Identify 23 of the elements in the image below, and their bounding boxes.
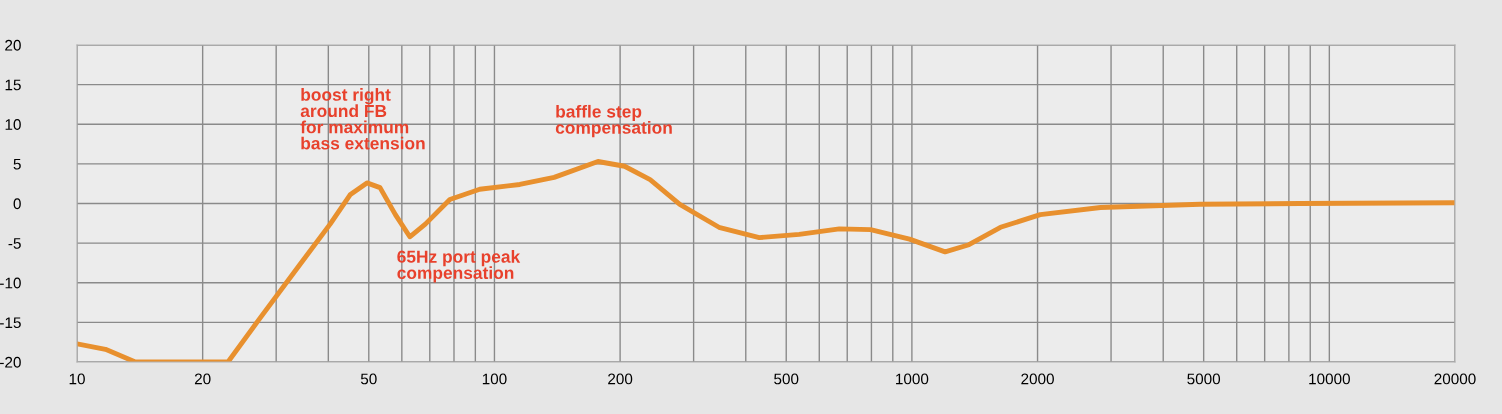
y-tick-label: -10 xyxy=(0,277,21,289)
x-tick-label: 500 xyxy=(774,373,799,385)
x-tick-label: 10 xyxy=(69,373,85,385)
y-tick-label: -5 xyxy=(8,238,21,249)
y-tick-label: -15 xyxy=(0,317,21,329)
x-tick-label: 1000 xyxy=(896,373,929,385)
x-tick-label: 20000 xyxy=(1434,373,1476,385)
x-tick-label: 200 xyxy=(608,373,633,385)
y-tick-label: 0 xyxy=(13,198,21,210)
x-tick-label: 20 xyxy=(194,373,211,385)
y-tick-label: 5 xyxy=(13,158,21,170)
y-tick-label: -20 xyxy=(0,356,21,368)
x-tick-label: 10000 xyxy=(1309,373,1350,385)
y-tick-label: 20 xyxy=(5,39,21,51)
y-tick-label: 10 xyxy=(5,119,21,130)
x-tick-label: 5000 xyxy=(1187,373,1221,385)
annotation: baffle step compensation xyxy=(555,104,672,138)
x-tick-label: 100 xyxy=(482,373,507,385)
annotation: 65Hz port peak compensation xyxy=(397,250,521,283)
x-tick-label: 50 xyxy=(360,373,377,385)
annotation: boost right around FB for maximum bass extension xyxy=(300,88,425,150)
y-tick-label: 15 xyxy=(5,79,21,91)
x-tick-label: 2000 xyxy=(1021,373,1054,385)
